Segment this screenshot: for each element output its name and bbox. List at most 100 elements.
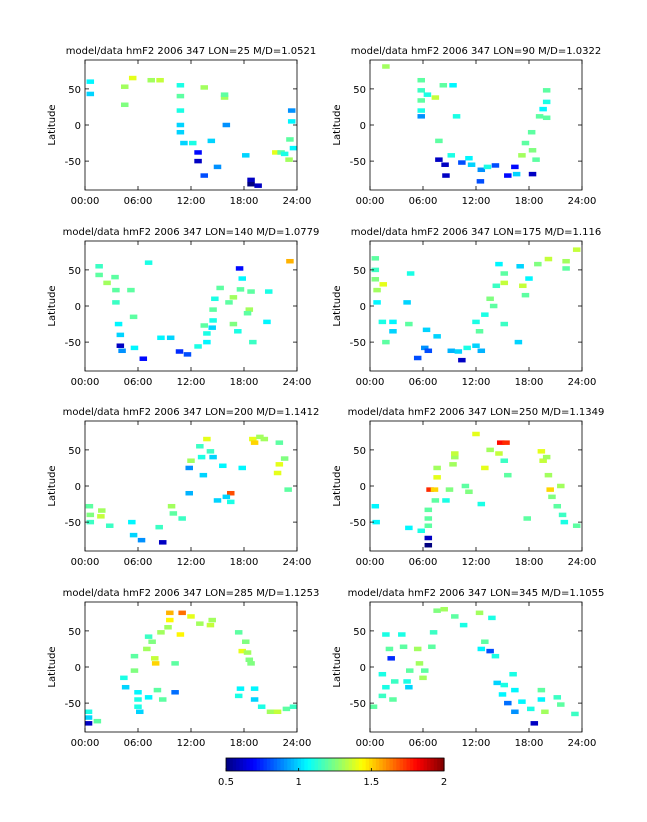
data-cell xyxy=(562,266,570,271)
data-cell xyxy=(156,77,164,83)
data-cell xyxy=(148,639,156,644)
data-cell xyxy=(176,93,185,99)
data-cell xyxy=(382,632,390,637)
colorbar-segment xyxy=(273,758,278,771)
data-cell xyxy=(465,489,473,495)
data-cell xyxy=(208,325,216,330)
data-cell xyxy=(371,267,380,273)
data-cell xyxy=(422,327,431,333)
colorbar-segment xyxy=(355,758,360,771)
data-cell xyxy=(238,648,246,654)
x-tick-label: 24:00 xyxy=(283,377,312,388)
data-cell xyxy=(275,462,284,467)
data-cell xyxy=(389,319,397,325)
data-cell xyxy=(139,356,148,361)
data-cell xyxy=(553,695,562,700)
data-cell xyxy=(371,256,380,261)
data-cell xyxy=(196,444,204,449)
data-cell xyxy=(504,173,512,178)
colorbar-segment xyxy=(365,758,370,771)
data-cell xyxy=(97,514,105,519)
data-cell xyxy=(459,622,468,628)
data-cell xyxy=(476,179,485,184)
data-cell xyxy=(542,99,551,105)
data-cell xyxy=(245,657,254,663)
data-cell xyxy=(155,524,163,530)
data-cell xyxy=(143,646,151,652)
data-cell xyxy=(209,454,217,460)
colorbar-segment xyxy=(256,758,261,771)
data-cell xyxy=(95,264,103,269)
x-tick-label: 12:00 xyxy=(177,738,206,749)
data-cell xyxy=(435,157,443,162)
data-cell xyxy=(406,271,415,276)
data-cell xyxy=(222,122,231,128)
data-cell xyxy=(84,709,93,715)
data-cell xyxy=(491,163,500,168)
data-cell xyxy=(433,334,441,339)
x-tick-label: 00:00 xyxy=(71,377,100,388)
data-cell xyxy=(382,64,390,69)
y-axis-label: Latitude xyxy=(47,104,58,145)
data-cell xyxy=(477,348,486,354)
data-cell xyxy=(134,690,142,695)
data-cell xyxy=(542,454,551,460)
colorbar-segment xyxy=(270,758,275,771)
data-cell xyxy=(525,276,533,281)
y-axis-label: Latitude xyxy=(332,285,343,326)
y-tick-label: -50 xyxy=(65,699,81,710)
data-cell xyxy=(403,300,411,305)
data-cell xyxy=(220,95,229,100)
y-tick-label: 0 xyxy=(360,663,366,674)
data-cell xyxy=(451,451,459,456)
data-cell xyxy=(405,321,413,327)
y-axis-label: Latitude xyxy=(47,646,58,687)
data-cell xyxy=(247,661,255,666)
data-cell xyxy=(183,352,192,357)
data-cell xyxy=(475,610,484,616)
data-cell xyxy=(541,709,549,715)
x-tick-label: 24:00 xyxy=(283,557,312,568)
data-cell xyxy=(200,173,209,178)
data-cell xyxy=(378,693,387,699)
colorbar-segment xyxy=(423,758,428,771)
data-cell xyxy=(421,668,429,673)
y-tick-label: 0 xyxy=(75,121,81,132)
data-cell xyxy=(382,339,390,345)
data-cell xyxy=(120,675,128,681)
data-cell xyxy=(93,718,102,724)
colorbar-segment xyxy=(317,758,322,771)
data-cell xyxy=(273,709,282,715)
x-tick-label: 18:00 xyxy=(515,377,544,388)
y-tick-label: -50 xyxy=(350,338,366,349)
data-cell xyxy=(385,646,394,652)
data-cell xyxy=(220,92,229,97)
data-cell xyxy=(527,706,535,712)
data-cell xyxy=(439,83,448,88)
data-cell xyxy=(280,151,289,157)
colorbar-segment xyxy=(328,758,333,771)
data-cell xyxy=(449,462,457,467)
x-tick-label: 00:00 xyxy=(71,557,100,568)
plot-frame xyxy=(369,59,583,191)
data-cell xyxy=(189,140,197,146)
y-tick-label: 0 xyxy=(75,302,81,313)
data-cell xyxy=(234,630,243,635)
data-cell xyxy=(222,494,231,500)
data-cell xyxy=(417,108,425,113)
data-cell xyxy=(512,171,521,177)
data-cell xyxy=(431,95,440,100)
x-tick-label: 18:00 xyxy=(230,377,259,388)
data-cell xyxy=(187,458,195,463)
x-tick-label: 12:00 xyxy=(462,557,491,568)
data-cell xyxy=(247,289,255,294)
colorbar-segment xyxy=(263,758,268,771)
data-cell xyxy=(378,671,387,677)
data-cell xyxy=(236,287,245,292)
data-cell xyxy=(153,687,162,693)
data-cell xyxy=(194,150,202,155)
data-cell xyxy=(286,258,294,264)
data-cell xyxy=(433,475,441,480)
data-cell xyxy=(242,639,250,644)
data-cell xyxy=(245,307,254,312)
